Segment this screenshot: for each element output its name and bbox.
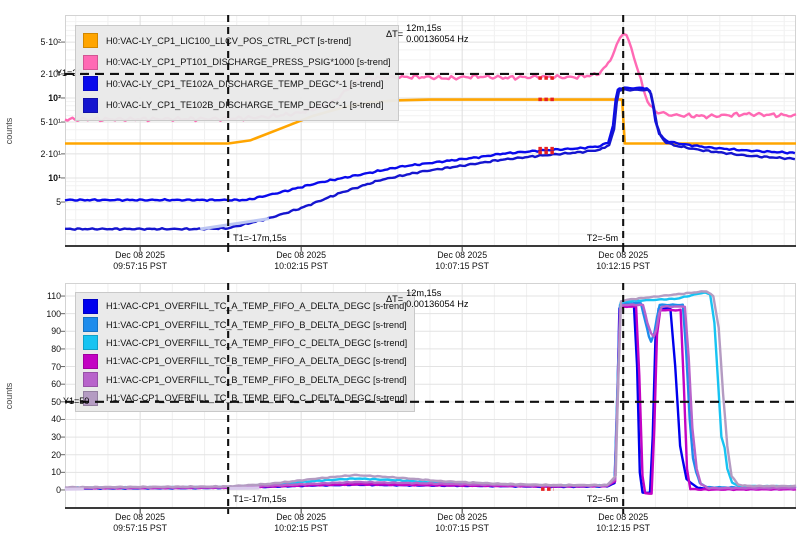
y-axis-tick-label: 5·10¹ <box>40 117 61 128</box>
delta-t-label: ΔT= <box>386 294 404 304</box>
legend-item[interactable]: H0:VAC-LY_CP1_LIC100_LLCV_POS_CTRL_PCT [… <box>83 30 391 52</box>
x-axis-tick-label: Dec 08 2025 10:12:15 PST <box>596 250 651 271</box>
x-axis-tick-label: Dec 08 2025 10:07:15 PST <box>435 512 490 533</box>
legend-label: H0:VAC-LY_CP1_PT101_DISCHARGE_PRESS_PSIG… <box>106 57 391 68</box>
x-axis-tick-label: Dec 08 2025 10:12:15 PST <box>596 512 651 533</box>
cursor-label-t1: T1=-17m,15s <box>233 233 287 243</box>
legend-label: H1:VAC-CP1_OVERFILL_TC_B_TEMP_FIFO_C_DEL… <box>106 393 408 404</box>
y-axis-tick-label: 5·10² <box>40 37 61 48</box>
legend: H0:VAC-LY_CP1_LIC100_LLCV_POS_CTRL_PCT [… <box>75 25 399 121</box>
legend-item[interactable]: H1:VAC-CP1_OVERFILL_TC_B_TEMP_FIFO_B_DEL… <box>83 371 407 389</box>
y-axis-tick-label: 0 <box>56 484 61 495</box>
legend-label: H1:VAC-CP1_OVERFILL_TC_B_TEMP_FIFO_B_DEL… <box>106 374 407 385</box>
legend-item[interactable]: H1:VAC-CP1_OVERFILL_TC_A_TEMP_FIFO_B_DEL… <box>83 315 407 333</box>
interpolated-segment <box>228 486 260 491</box>
y-axis-tick-label: 110 <box>46 291 61 302</box>
y-axis-label: counts <box>4 382 14 410</box>
legend-item[interactable]: H1:VAC-CP1_OVERFILL_TC_B_TEMP_FIFO_C_DEL… <box>83 389 407 407</box>
series-line-2 <box>64 86 796 202</box>
y-axis-tick-label: 2·10¹ <box>40 148 61 159</box>
legend-color-swatch-icon <box>83 317 98 333</box>
x-axis-tick-label: Dec 08 2025 10:02:15 PST <box>274 250 329 271</box>
cursor-label-t2: T2=-5m <box>586 494 619 504</box>
legend-item[interactable]: H1:VAC-CP1_OVERFILL_TC_A_TEMP_FIFO_C_DEL… <box>83 334 407 352</box>
y-axis-tick-label: 2·10² <box>40 68 61 79</box>
legend-color-swatch-icon <box>83 372 98 388</box>
x-axis-tick-label: Dec 08 2025 09:57:15 PST <box>113 250 168 271</box>
x-axis-tick-label: Dec 08 2025 10:07:15 PST <box>435 250 490 271</box>
legend-color-swatch-icon <box>83 97 98 113</box>
y-axis-tick-label: 40 <box>51 414 61 425</box>
y-axis-tick-label: 70 <box>51 361 61 372</box>
grid <box>65 15 796 247</box>
legend-item[interactable]: H1:VAC-CP1_OVERFILL_TC_A_TEMP_FIFO_A_DEL… <box>83 297 407 315</box>
delta-t-label: ΔT= <box>386 29 404 39</box>
legend-color-swatch-icon <box>83 54 98 70</box>
delta-t-frequency: 0.00136054 Hz <box>406 299 469 309</box>
y-axis-tick-label: 20 <box>51 449 61 460</box>
legend-color-swatch-icon <box>83 335 98 351</box>
legend-label: H0:VAC-LY_CP1_LIC100_LLCV_POS_CTRL_PCT [… <box>106 35 352 46</box>
legend-item[interactable]: H0:VAC-LY_CP1_TE102B_DISCHARGE_TEMP_DEGC… <box>83 95 391 117</box>
x-axis-tick-label: Dec 08 2025 09:57:15 PST <box>113 512 168 533</box>
interpolated-segment <box>200 217 270 231</box>
y-axis-tick-label: 50 <box>51 396 61 407</box>
delta-t-annotation: ΔT= 12m,15s 0.00136054 Hz <box>386 288 468 310</box>
legend-label: H1:VAC-CP1_OVERFILL_TC_A_TEMP_FIFO_A_DEL… <box>106 301 407 312</box>
plot-area[interactable] <box>61 283 797 513</box>
legend-item[interactable]: H0:VAC-LY_CP1_TE102A_DISCHARGE_TEMP_DEGC… <box>83 73 391 95</box>
legend-item[interactable]: H0:VAC-LY_CP1_PT101_DISCHARGE_PRESS_PSIG… <box>83 52 391 74</box>
y-axis-tick-label: 10¹ <box>48 172 61 183</box>
legend-label: H0:VAC-LY_CP1_TE102A_DISCHARGE_TEMP_DEGC… <box>106 78 384 89</box>
series-line-5 <box>64 290 797 489</box>
delta-t-annotation: ΔT= 12m,15s 0.00136054 Hz <box>386 23 468 45</box>
cursor-label-t1: T1=-17m,15s <box>233 494 287 504</box>
cursor-label-t2: T2=-5m <box>586 233 619 243</box>
y-axis-tick-label: 90 <box>51 326 61 337</box>
y-axis-tick-label: 80 <box>51 343 61 354</box>
legend-label: H1:VAC-CP1_OVERFILL_TC_A_TEMP_FIFO_B_DEL… <box>106 319 407 330</box>
legend-color-swatch-icon <box>83 76 98 92</box>
series-line-3 <box>65 88 796 231</box>
legend-item[interactable]: H1:VAC-CP1_OVERFILL_TC_B_TEMP_FIFO_A_DEL… <box>83 352 407 370</box>
y-axis-tick-label: 10² <box>48 92 61 103</box>
y-axis-tick-label: 5 <box>56 197 61 208</box>
legend-label: H1:VAC-CP1_OVERFILL_TC_A_TEMP_FIFO_C_DEL… <box>106 337 408 348</box>
legend-label: H1:VAC-CP1_OVERFILL_TC_B_TEMP_FIFO_A_DEL… <box>106 356 407 367</box>
legend-color-swatch-icon <box>83 33 98 49</box>
delta-t-duration: 12m,15s <box>406 23 442 33</box>
y-axis-tick-label: 60 <box>51 379 61 390</box>
delta-t-frequency: 0.00136054 Hz <box>406 34 469 44</box>
y-axis-tick-label: 30 <box>51 432 61 443</box>
y-axis-tick-label: 100 <box>46 308 61 319</box>
y-axis-tick-label: 10 <box>51 467 61 478</box>
x-axis-tick-label: Dec 08 2025 10:02:15 PST <box>274 512 329 533</box>
legend-color-swatch-icon <box>83 298 98 314</box>
y1-threshold-label: Y1=50 <box>63 395 90 406</box>
delta-t-duration: 12m,15s <box>406 288 442 298</box>
legend-label: H0:VAC-LY_CP1_TE102B_DISCHARGE_TEMP_DEGC… <box>106 100 384 111</box>
legend: H1:VAC-CP1_OVERFILL_TC_A_TEMP_FIFO_A_DEL… <box>75 292 416 413</box>
legend-color-swatch-icon <box>83 353 98 369</box>
